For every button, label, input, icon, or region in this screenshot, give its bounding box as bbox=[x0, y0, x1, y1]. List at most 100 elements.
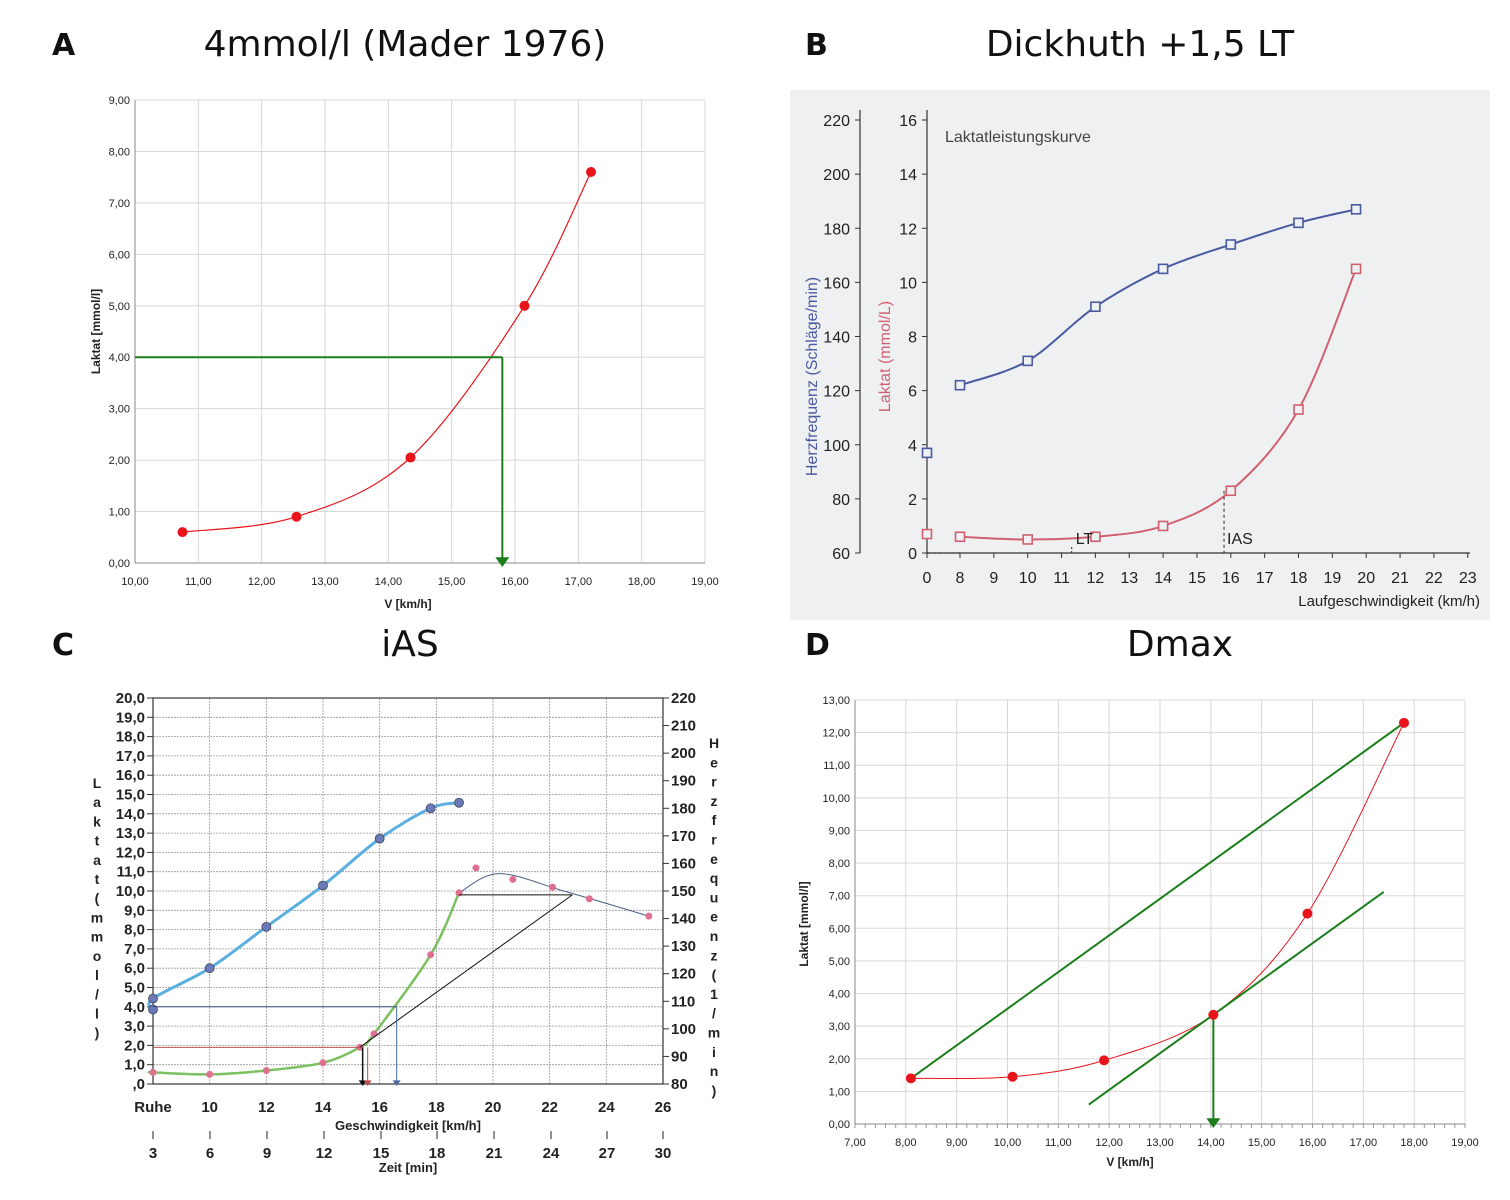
x-tick-label: 11,00 bbox=[1045, 1137, 1072, 1149]
hr-tick-label: 120 bbox=[671, 966, 696, 983]
y-tick-label: 3,00 bbox=[829, 1021, 850, 1033]
y-axis-label-char: l bbox=[95, 1005, 99, 1021]
lactate-tick-label: 4 bbox=[908, 438, 917, 455]
y-axis-label-char: / bbox=[95, 986, 99, 1002]
y2-axis-label-char: f bbox=[712, 812, 717, 828]
chart-b-background bbox=[790, 90, 1490, 620]
x-tick-label: 19,00 bbox=[691, 576, 719, 588]
dmax-arrow bbox=[1206, 1118, 1221, 1128]
y-axis-label-char: t bbox=[95, 871, 100, 887]
lactate-point bbox=[586, 167, 596, 178]
x-tick-label: 12 bbox=[1087, 570, 1105, 587]
x-tick-label: 8,00 bbox=[895, 1137, 916, 1149]
x-tick-label: 12,00 bbox=[248, 576, 276, 588]
threshold-arrow bbox=[495, 557, 510, 567]
x-tick-label: 11,00 bbox=[185, 576, 212, 588]
x-tick-label: 13 bbox=[1120, 570, 1138, 587]
x-tick-label: 13,00 bbox=[311, 576, 339, 588]
recovery-point bbox=[645, 912, 653, 920]
panel-d-title: Dmax bbox=[1126, 624, 1234, 665]
y2-axis-label-char: i bbox=[712, 1044, 716, 1060]
lactate-tick-label: 6 bbox=[908, 384, 917, 401]
ias-arrow bbox=[358, 1080, 367, 1086]
y2-axis-label-char: 1 bbox=[710, 986, 718, 1002]
y-tick-label: 2,00 bbox=[829, 1054, 850, 1066]
x-tick-label: 10,00 bbox=[121, 576, 149, 588]
y-axis-label-char: a bbox=[93, 852, 101, 868]
y-axis-label-char: t bbox=[95, 833, 100, 849]
x-tick-label: 10 bbox=[1019, 570, 1037, 587]
lactate-tick-label: 19,0 bbox=[116, 709, 145, 726]
hr-tick-label: 140 bbox=[823, 330, 850, 347]
lactate-point bbox=[1399, 717, 1409, 728]
hr-point bbox=[425, 803, 436, 814]
x-tick-label: 11 bbox=[1053, 570, 1070, 587]
x-tick-label: 16,00 bbox=[1299, 1137, 1327, 1149]
lactate-point bbox=[519, 300, 530, 311]
y-tick-label: 7,00 bbox=[109, 198, 130, 210]
x-tick-label: 10,00 bbox=[994, 1137, 1022, 1149]
y2-axis-label-char: m bbox=[708, 1025, 720, 1041]
x-tick-label: 22 bbox=[1425, 570, 1443, 587]
lactate-point bbox=[1208, 1009, 1219, 1020]
x-tick-label: 26 bbox=[655, 1099, 672, 1116]
x-tick-label: 0 bbox=[923, 570, 932, 587]
lactate-tick-label: 16 bbox=[899, 113, 917, 130]
y-axis-label-char: m bbox=[91, 929, 103, 945]
recovery-point bbox=[509, 875, 517, 883]
x-axis-label: V [km/h] bbox=[384, 597, 431, 611]
x-tick-label: 17,00 bbox=[1350, 1137, 1378, 1149]
x-tick-label: Ruhe bbox=[134, 1099, 172, 1116]
hr-tick-label: 90 bbox=[671, 1048, 688, 1065]
y-tick-label: 3,00 bbox=[109, 404, 130, 416]
hr-point bbox=[1022, 355, 1033, 367]
hr-tick-label: 200 bbox=[823, 167, 850, 184]
hr-tick-label: 170 bbox=[671, 828, 696, 845]
lactate-point bbox=[1157, 520, 1169, 532]
y-tick-label: 6,00 bbox=[109, 249, 130, 261]
y-tick-label: 12,00 bbox=[822, 728, 850, 740]
x-tick-label: 18,00 bbox=[628, 576, 656, 588]
x2-tick-label: 18 bbox=[429, 1145, 446, 1162]
hr-tick-label: 160 bbox=[671, 855, 696, 872]
hr-point bbox=[1157, 263, 1169, 275]
hr-tick-label: 220 bbox=[823, 113, 850, 130]
x-tick-label: 19,00 bbox=[1451, 1137, 1479, 1149]
hr-point bbox=[318, 880, 328, 891]
y-axis-label: Laktat [mmol/l] bbox=[89, 289, 103, 374]
lactate-tick-label: 11,0 bbox=[117, 864, 145, 881]
lactate-tick-label: 2 bbox=[908, 492, 917, 509]
y-tick-label: 7,00 bbox=[829, 891, 850, 903]
hr-point bbox=[921, 447, 933, 459]
recovery-point bbox=[549, 883, 556, 891]
x-axis-label: V [km/h] bbox=[1106, 1155, 1153, 1169]
lactate-tick-label: 8 bbox=[908, 330, 917, 347]
y2-axis-label-char: e bbox=[710, 851, 718, 867]
y-tick-label: 8,00 bbox=[109, 146, 130, 158]
lactate-tick-label: 13,0 bbox=[116, 825, 145, 842]
x-tick-label: 21 bbox=[1391, 570, 1409, 587]
x-tick-label: 8 bbox=[956, 570, 965, 587]
lactate-point bbox=[905, 1073, 916, 1084]
panel-c-label: C bbox=[52, 628, 75, 663]
y-tick-label: 4,00 bbox=[109, 352, 130, 364]
lactate-curve bbox=[182, 171, 592, 533]
lactate-tick-label: 5,0 bbox=[124, 980, 145, 997]
y2-axis-label-char: n bbox=[710, 928, 719, 944]
lactate-tick-label: 20,0 bbox=[116, 690, 145, 707]
lactate-point bbox=[1090, 531, 1101, 543]
x-tick-label: 15 bbox=[1188, 570, 1206, 587]
x-tick-label: 16 bbox=[1222, 570, 1240, 587]
y2-axis-label-char: r bbox=[711, 774, 717, 790]
y-tick-label: 1,00 bbox=[109, 507, 130, 519]
hr-point bbox=[148, 1004, 158, 1015]
x2-tick-label: 12 bbox=[316, 1145, 333, 1162]
hr-point bbox=[954, 379, 966, 391]
recovery-point bbox=[585, 895, 593, 903]
x-tick-label: 7,00 bbox=[844, 1137, 865, 1149]
lactate-point bbox=[405, 452, 416, 463]
y-tick-label: 11,00 bbox=[823, 760, 850, 772]
lactate-tick-label: 10,0 bbox=[116, 883, 145, 900]
y-tick-label: 0,00 bbox=[109, 558, 130, 570]
y2-axis-label-char: z bbox=[711, 793, 718, 809]
